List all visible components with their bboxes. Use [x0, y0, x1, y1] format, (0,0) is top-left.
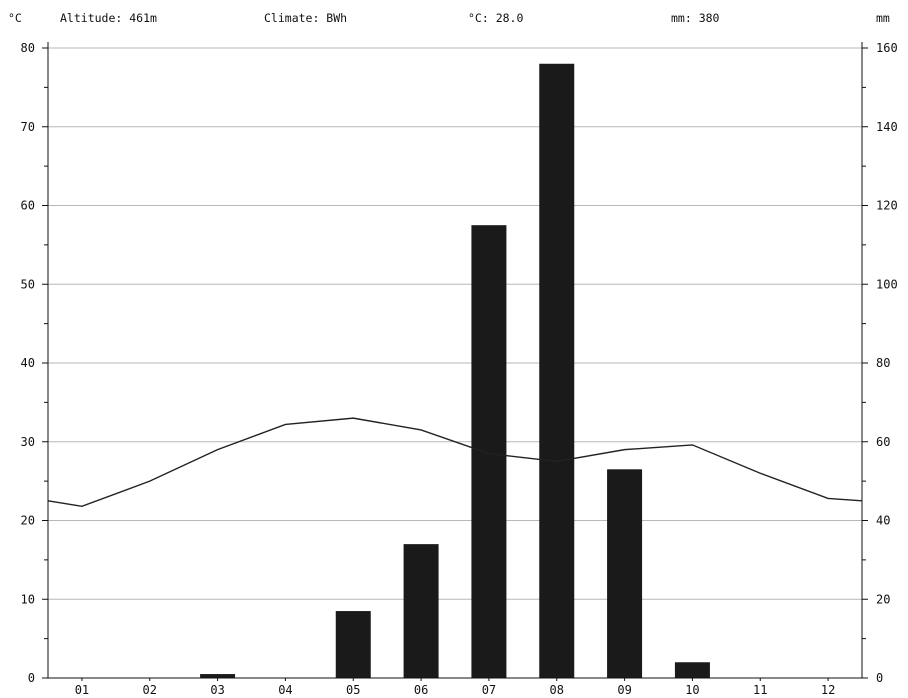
- left-tick-label: 50: [21, 277, 35, 291]
- right-tick-label: 160: [876, 41, 898, 55]
- precip-bar-07: [471, 225, 507, 678]
- grid-lines: [48, 47, 862, 600]
- temperature-line: [47, 417, 863, 508]
- tick-labels: 0102030405060708002040608010012014016001…: [21, 41, 898, 697]
- month-label-06: 06: [414, 683, 428, 697]
- right-tick-label: 80: [876, 356, 890, 370]
- right-tick-label: 0: [876, 671, 883, 685]
- month-label-01: 01: [75, 683, 89, 697]
- left-tick-label: 60: [21, 199, 35, 213]
- precip-bar-08: [539, 63, 575, 678]
- month-label-08: 08: [550, 683, 564, 697]
- month-label-11: 11: [753, 683, 767, 697]
- precip-bar-09: [607, 469, 643, 678]
- precipitation-bars: [200, 63, 710, 678]
- left-tick-label: 40: [21, 356, 35, 370]
- left-tick-label: 20: [21, 514, 35, 528]
- month-label-09: 09: [617, 683, 631, 697]
- altitude-label: Altitude: 461m: [60, 11, 157, 25]
- right-tick-label: 140: [876, 120, 898, 134]
- left-tick-label: 30: [21, 435, 35, 449]
- climate-label: Climate: BWh: [264, 11, 347, 25]
- right-tick-label: 40: [876, 514, 890, 528]
- precip-bar-06: [403, 544, 439, 678]
- month-label-07: 07: [482, 683, 496, 697]
- left-tick-label: 10: [21, 592, 35, 606]
- month-label-05: 05: [346, 683, 360, 697]
- right-tick-label: 20: [876, 592, 890, 606]
- total-precip-label: mm: 380: [671, 11, 720, 25]
- precip-bar-03: [200, 674, 236, 678]
- mean-temp-label: °C: 28.0: [468, 11, 523, 25]
- precip-bar-10: [674, 662, 710, 678]
- temperature-line-group: [47, 417, 863, 508]
- month-label-03: 03: [210, 683, 224, 697]
- month-label-02: 02: [143, 683, 157, 697]
- right-tick-label: 100: [876, 277, 898, 291]
- month-label-04: 04: [278, 683, 292, 697]
- left-tick-label: 70: [21, 120, 35, 134]
- right-tick-label: 60: [876, 435, 890, 449]
- axes: [42, 42, 868, 681]
- left-unit-label: °C: [8, 11, 22, 25]
- right-tick-label: 120: [876, 199, 898, 213]
- right-unit-label: mm: [876, 11, 890, 25]
- month-label-10: 10: [685, 683, 699, 697]
- left-tick-label: 80: [21, 41, 35, 55]
- precip-bar-05: [335, 611, 371, 678]
- month-label-12: 12: [821, 683, 835, 697]
- left-tick-label: 0: [28, 671, 35, 685]
